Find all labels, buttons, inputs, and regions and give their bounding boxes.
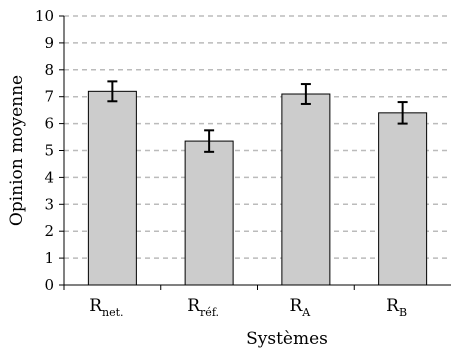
y-tick-label: 7	[44, 88, 54, 106]
error-bar	[397, 101, 408, 125]
bar	[87, 90, 137, 286]
y-tick-label: 10	[35, 7, 54, 25]
x-tick-labels: Rnet. Rréf. RA RB	[63, 285, 407, 319]
y-tick-label: 0	[44, 276, 54, 294]
x-tick-label: RA	[289, 296, 311, 319]
y-tick-label: 6	[44, 115, 54, 133]
error-bars	[107, 80, 408, 153]
x-axis-title: Systèmes	[246, 329, 328, 349]
bar	[281, 93, 331, 286]
y-axis-title: Opinion moyenne	[7, 75, 27, 226]
error-bar	[300, 83, 311, 105]
y-tick-label: 1	[44, 249, 54, 267]
bars	[87, 90, 428, 286]
y-tick-label: 2	[44, 222, 54, 240]
y-tick-labels: 0 1 2 3 4 5 6 7 8 9 10	[35, 7, 64, 294]
x-tick-label: RB	[386, 296, 407, 319]
y-tick-label: 3	[44, 195, 54, 213]
error-bar	[204, 129, 215, 153]
bar	[378, 112, 428, 286]
y-tick-label: 9	[44, 34, 54, 52]
bar	[184, 140, 234, 286]
y-tick-label: 4	[44, 168, 54, 186]
x-tick-label: Rréf.	[187, 296, 219, 319]
y-tick-label: 8	[44, 61, 54, 79]
error-bar	[107, 80, 118, 103]
x-tick-label: Rnet.	[89, 296, 123, 319]
y-tick-label: 5	[44, 142, 54, 160]
